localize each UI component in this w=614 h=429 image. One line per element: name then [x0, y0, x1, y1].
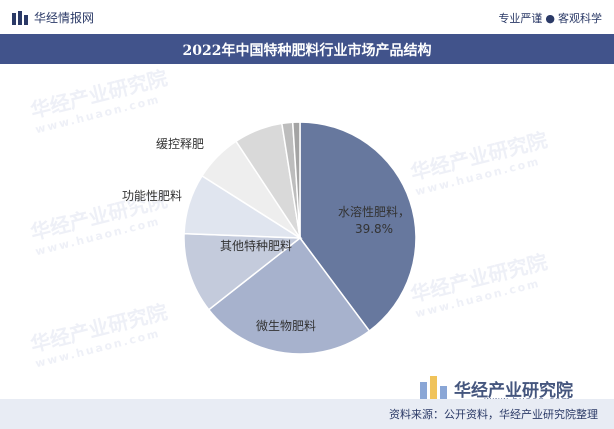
source-note: 资料来源：公开资料，华经产业研究院整理 [389, 408, 598, 421]
pie-label-2: 其他特种肥料 [220, 238, 292, 253]
pie-value-label-0: 39.8% [355, 222, 393, 236]
brand-logo-icon [12, 10, 28, 25]
slogan: 专业严谨 ● 客观科学 [498, 10, 602, 26]
footer: 资料来源：公开资料，华经产业研究院整理 [0, 399, 614, 429]
pie-slice-0 [299, 121, 417, 333]
pie-label-0: 水溶性肥料， [338, 204, 410, 219]
pie-slice-2 [183, 232, 303, 311]
slogan-right: 客观科学 [558, 12, 602, 25]
title-bar: 2022年中国特种肥料行业市场产品结构 [0, 34, 614, 64]
pie-chart: 水溶性肥料， 39.8% 微生物肥料 其他特种肥料 功能性肥料 缓控释肥 [122, 121, 417, 355]
slogan-left: 专业严谨 [498, 12, 543, 25]
pie-label-3: 功能性肥料 [122, 189, 182, 203]
chart-title: 2022年中国特种肥料行业市场产品结构 [182, 43, 432, 59]
brand: 华经情报网 [12, 9, 94, 26]
pie-slice-7 [291, 121, 301, 239]
corner-logo-icon [420, 376, 447, 402]
pie-slice-1 [207, 236, 371, 355]
corner-logo: 华经产业研究院 www.huaon.com [420, 374, 573, 406]
pie-label-1: 微生物肥料 [256, 319, 316, 333]
brand-name: 华经情报网 [34, 11, 95, 25]
top-bar: 华经情报网 专业严谨 ● 客观科学 [0, 0, 614, 34]
corner-logo-name: 华经产业研究院 [454, 380, 573, 401]
slogan-dot: ● [545, 12, 555, 25]
pie-label-4: 缓控释肥 [156, 137, 204, 151]
